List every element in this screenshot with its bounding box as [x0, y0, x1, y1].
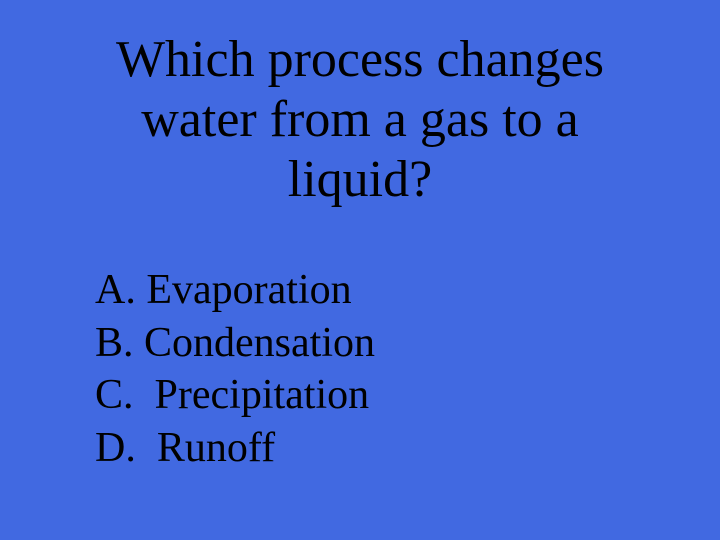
option-a: A. Evaporation	[95, 264, 660, 317]
option-c: C. Precipitation	[95, 369, 660, 422]
slide-container: Which process changes water from a gas t…	[0, 0, 720, 540]
option-label: D.	[95, 425, 136, 471]
option-label: B.	[95, 320, 134, 366]
option-spacing	[134, 320, 145, 366]
option-text: Runoff	[157, 425, 275, 471]
option-label: C.	[95, 372, 134, 418]
option-b: B. Condensation	[95, 317, 660, 370]
option-text: Precipitation	[155, 372, 370, 418]
option-spacing	[136, 267, 147, 313]
option-spacing	[136, 425, 157, 471]
options-list: A. Evaporation B. Condensation C. Precip…	[60, 264, 660, 474]
option-text: Evaporation	[146, 267, 351, 313]
option-label: A.	[95, 267, 136, 313]
option-spacing	[134, 372, 155, 418]
option-text: Condensation	[144, 320, 375, 366]
option-d: D. Runoff	[95, 422, 660, 475]
question-text: Which process changes water from a gas t…	[60, 30, 660, 209]
